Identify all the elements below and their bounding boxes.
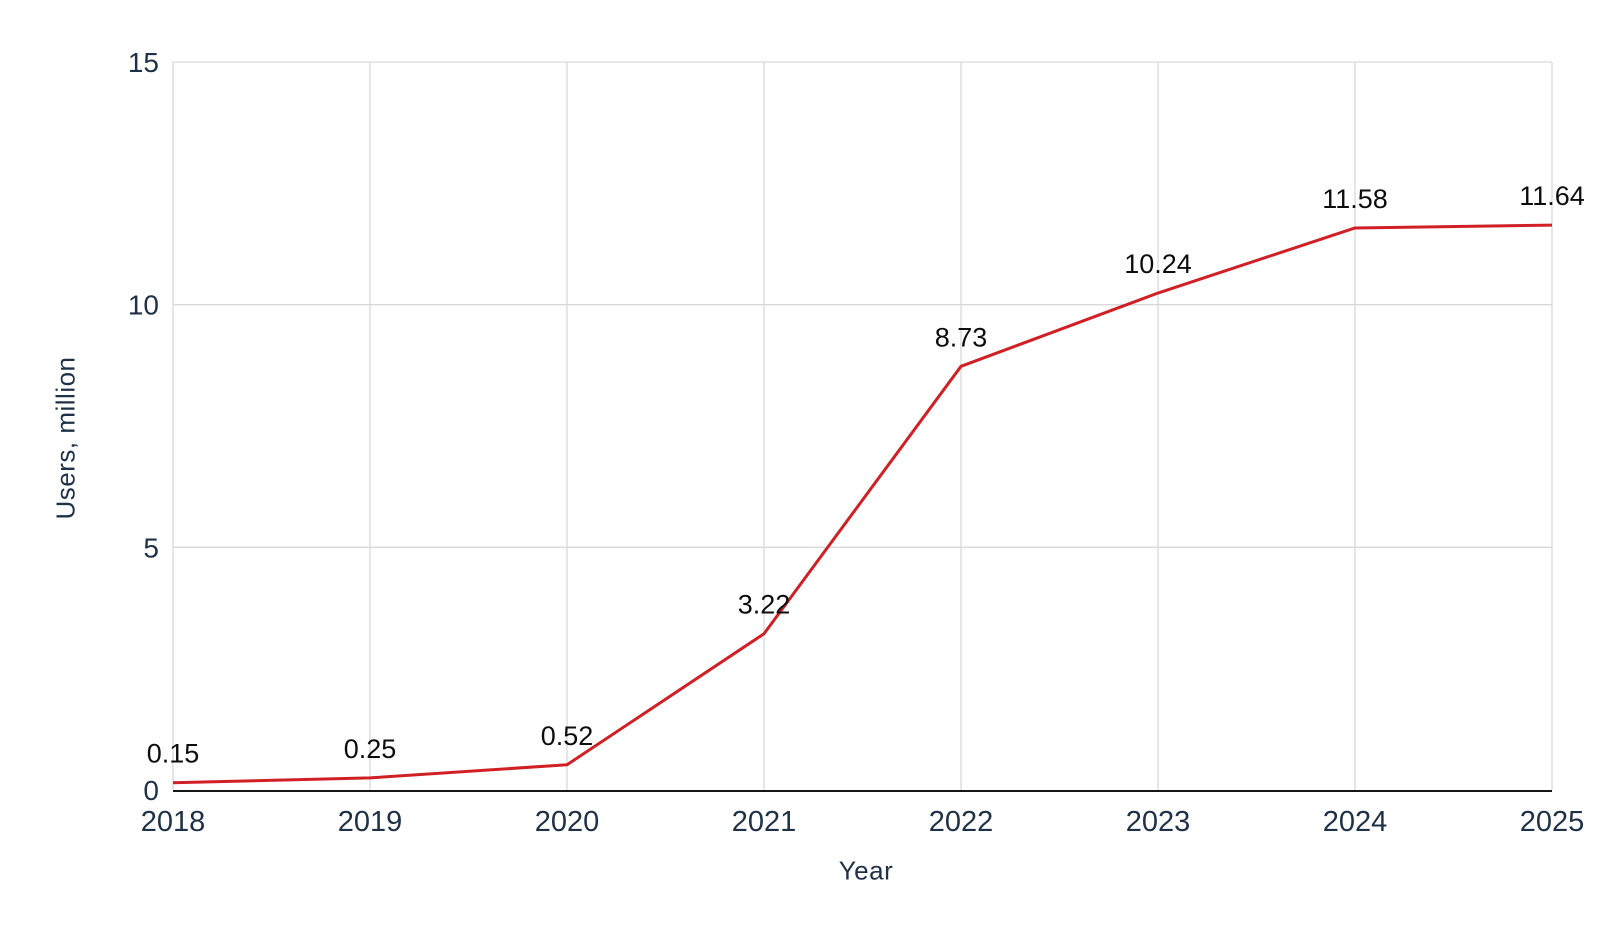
- y-tick-label: 10: [128, 290, 159, 321]
- point-value-label: 0.52: [541, 721, 594, 751]
- y-tick-label: 0: [143, 775, 159, 806]
- x-axis-title: Year: [838, 855, 894, 886]
- x-tick-label: 2020: [535, 806, 600, 838]
- y-axis-title: Users, million: [50, 356, 81, 520]
- point-value-label: 11.58: [1322, 184, 1388, 214]
- point-value-label: 10.24: [1124, 249, 1192, 279]
- x-tick-label: 2021: [732, 806, 797, 838]
- x-tick-label: 2025: [1520, 806, 1585, 838]
- x-tick-label: 2023: [1126, 806, 1191, 838]
- point-value-label: 0.25: [344, 734, 397, 764]
- x-tick-label: 2018: [141, 806, 206, 838]
- x-tick-label: 2022: [929, 806, 994, 838]
- point-value-label: 0.15: [147, 739, 200, 769]
- point-value-label: 11.64: [1519, 181, 1585, 211]
- point-value-label: 3.22: [738, 590, 791, 620]
- x-tick-label: 2019: [338, 806, 403, 838]
- y-tick-label: 5: [143, 532, 159, 563]
- x-tick-label: 2024: [1323, 806, 1388, 838]
- data-line-users: [172, 223, 1553, 785]
- point-value-label: 8.73: [935, 322, 988, 352]
- y-tick-label: 15: [128, 47, 159, 78]
